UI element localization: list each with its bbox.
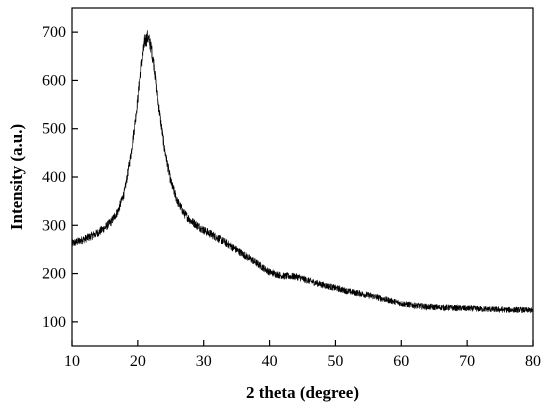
y-tick-label: 700 bbox=[42, 24, 66, 41]
y-tick-label: 500 bbox=[42, 121, 66, 138]
x-axis-title: 2 theta (degree) bbox=[246, 383, 359, 402]
x-tick-label: 60 bbox=[393, 353, 409, 370]
plot-data bbox=[71, 30, 534, 314]
x-axis: 10 20 30 40 50 60 70 80 bbox=[64, 340, 541, 370]
y-tick-label: 200 bbox=[42, 266, 66, 283]
x-tick-label: 20 bbox=[130, 353, 146, 370]
plot-frame bbox=[71, 7, 534, 347]
x-tick-label: 30 bbox=[196, 353, 212, 370]
x-tick-label: 40 bbox=[262, 353, 278, 370]
y-axis-title: Intensity (a.u.) bbox=[7, 124, 26, 230]
x-tick-label: 50 bbox=[327, 353, 343, 370]
y-tick-label: 400 bbox=[42, 169, 66, 186]
x-tick-label: 70 bbox=[459, 353, 475, 370]
y-tick-label: 300 bbox=[42, 217, 66, 234]
y-tick-label: 100 bbox=[42, 314, 66, 331]
series-line bbox=[71, 30, 534, 314]
y-tick-label: 600 bbox=[42, 72, 66, 89]
y-axis: 100 200 300 400 500 600 700 bbox=[42, 24, 78, 331]
x-tick-label: 80 bbox=[525, 353, 541, 370]
x-tick-label: 10 bbox=[64, 353, 80, 370]
